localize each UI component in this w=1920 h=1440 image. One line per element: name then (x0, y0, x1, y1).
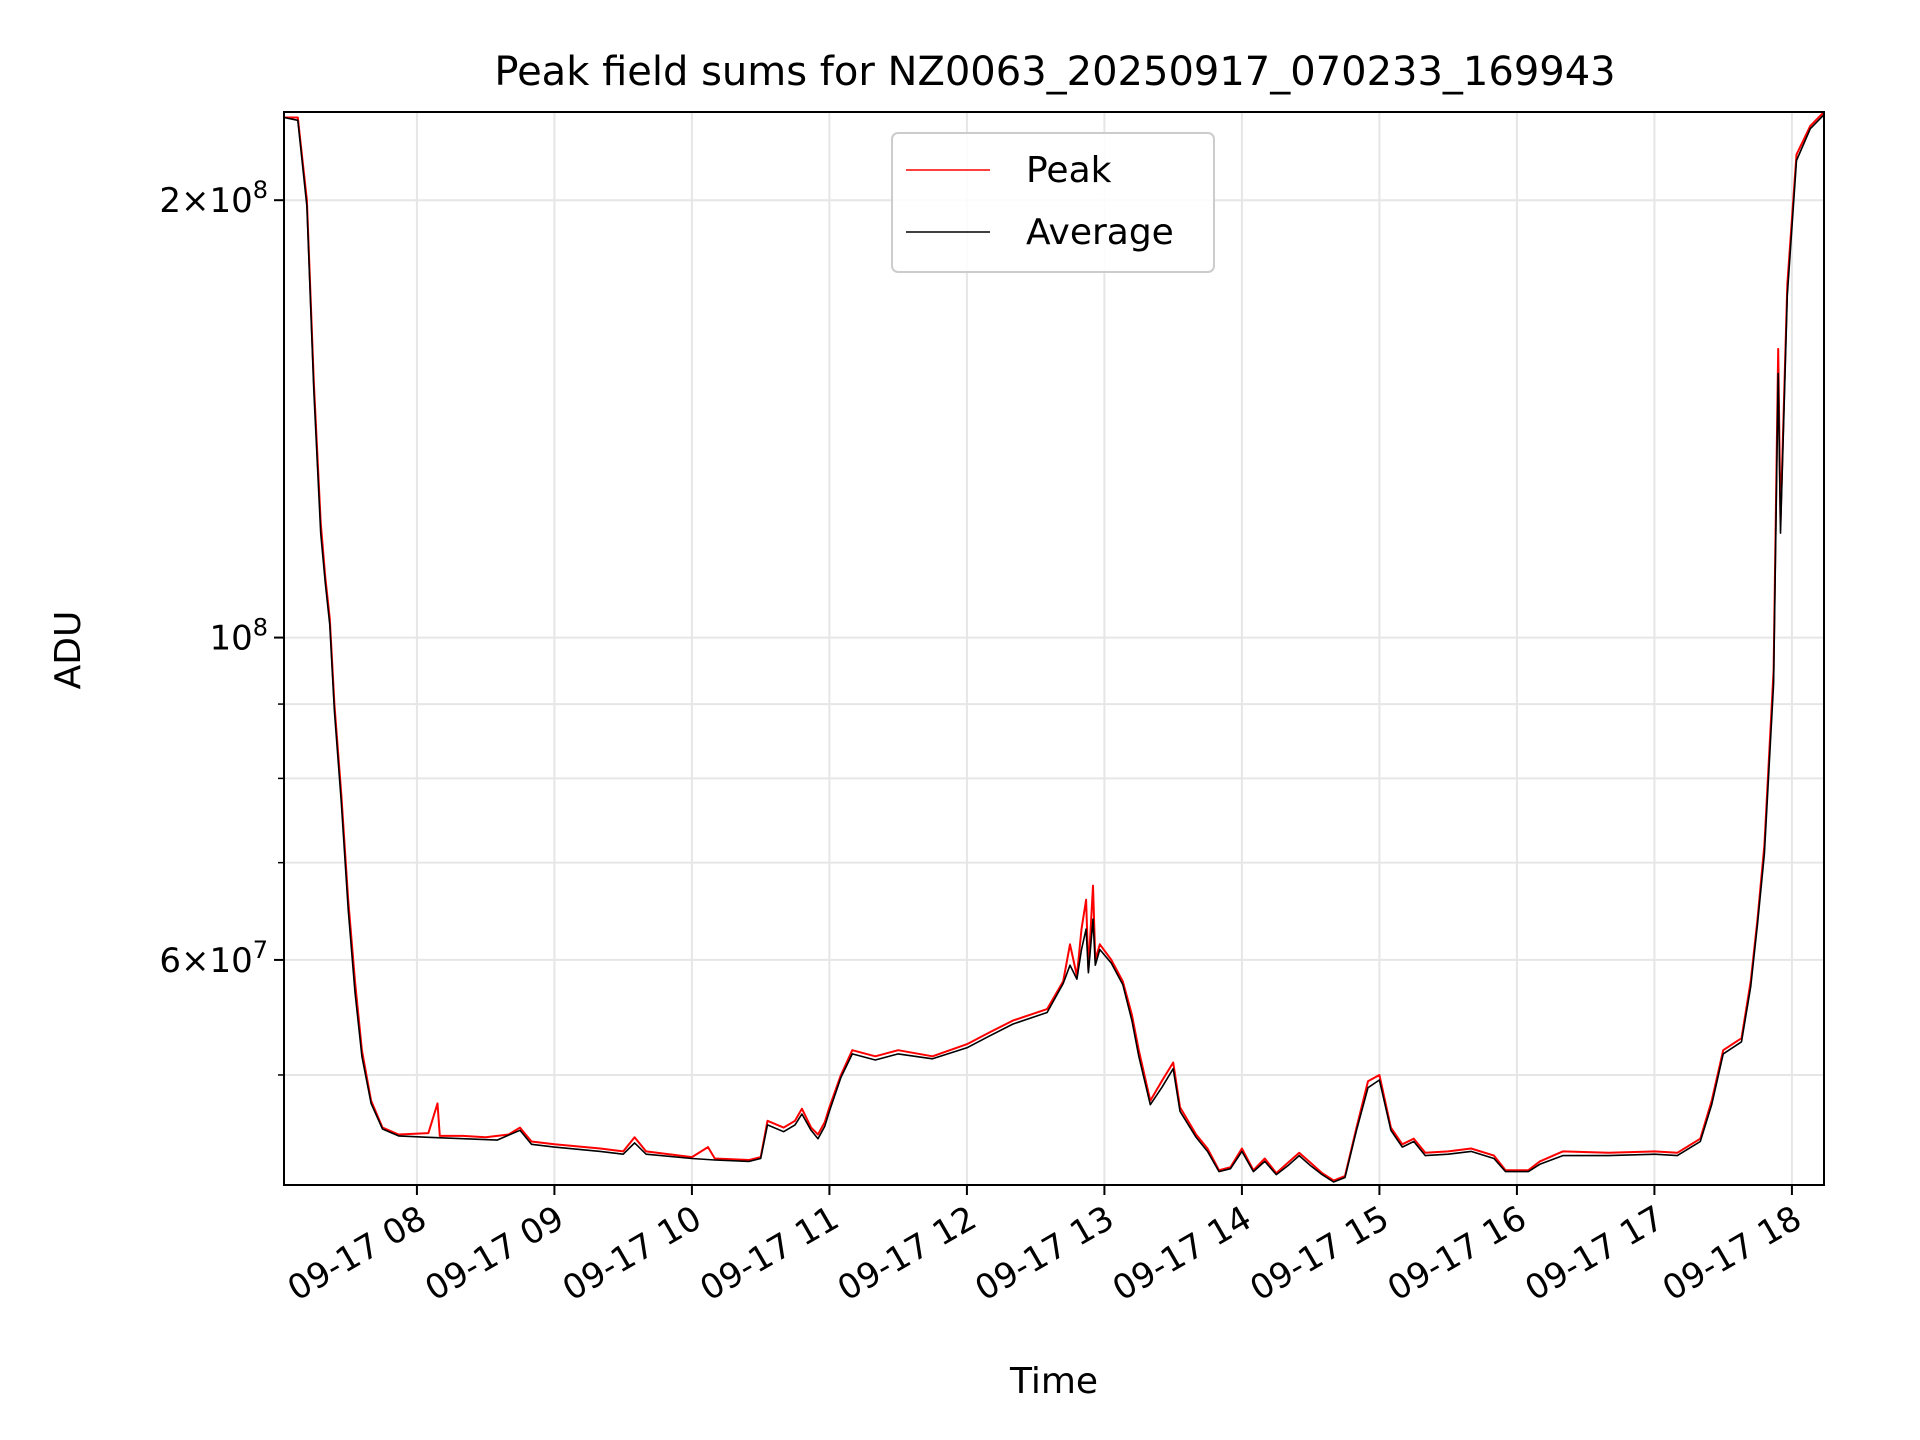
y-tick-exponent: 8 (253, 176, 268, 204)
legend-label-peak: Peak (1026, 150, 1112, 191)
grid-lines (284, 112, 1824, 1185)
series-line-average (283, 114, 1825, 1183)
y-axis-label: ADU (48, 611, 89, 690)
y-tick-mantissa: 2 (159, 181, 181, 221)
y-tick-label: 108 (209, 614, 268, 659)
plot-frame (283, 111, 1825, 1186)
series-line-peak (284, 111, 1825, 1182)
series-layer (283, 111, 1825, 1183)
legend: Peak Average (891, 132, 1215, 273)
x-axis-label: Time (1009, 1361, 1098, 1402)
y-axis-ticks: 6×107 108 2×108 (159, 176, 284, 1076)
legend-label-average: Average (1026, 212, 1174, 253)
y-tick-label: 6×107 (159, 936, 268, 981)
chart-title: Peak field sums for NZ0063_20250917_0702… (494, 49, 1615, 95)
y-tick-exponent: 7 (253, 936, 268, 964)
y-tick-exponent: 8 (253, 614, 268, 642)
y-tick-label: 2×108 (159, 176, 268, 221)
y-tick-mantissa: 6 (159, 941, 181, 981)
legend-box (891, 132, 1215, 273)
